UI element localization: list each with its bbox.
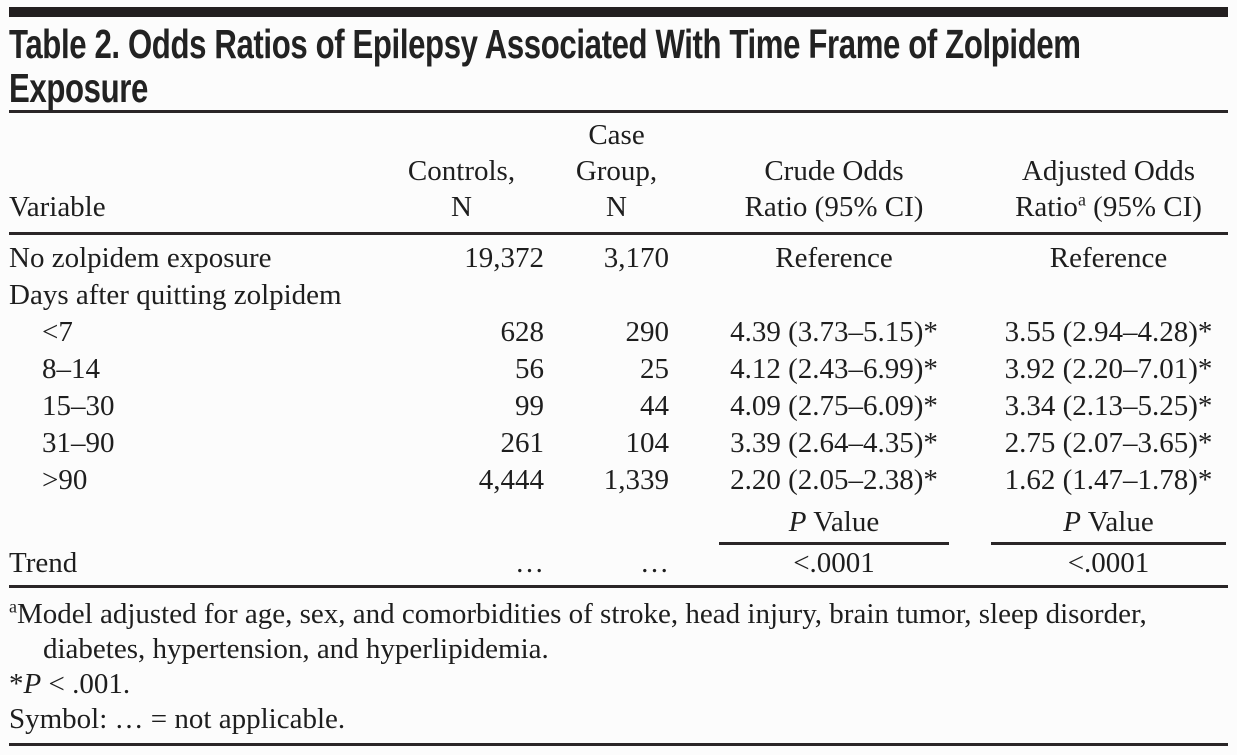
empty-cell xyxy=(369,499,554,545)
header-case-group-n: Case Group, N xyxy=(554,113,679,235)
title-divider-rule xyxy=(9,110,1228,113)
trend-crude-p: <.0001 xyxy=(679,545,989,588)
asterisk-symbol: * xyxy=(9,668,24,700)
header-adjusted-odds-ratio: Adjusted Odds Ratioa (95% CI) xyxy=(989,113,1228,235)
row-case-group-n: 1,339 xyxy=(603,464,669,496)
footnote-significance-text: < .001. xyxy=(41,668,131,700)
trend-label: Trend xyxy=(9,545,369,588)
row-crude-or: 4.39 (3.73–5.15)* xyxy=(730,316,938,348)
header-adjusted-ci: (95% CI) xyxy=(1085,191,1202,223)
table-title-line2: Exposure xyxy=(9,65,148,111)
row-variable: No zolpidem exposure xyxy=(9,242,272,274)
row-case-group-n: 44 xyxy=(640,390,669,422)
p-value-text: P Value xyxy=(989,504,1228,540)
row-crude-or: 4.12 (2.43–6.99)* xyxy=(730,353,938,385)
p-italic: P xyxy=(23,668,42,700)
table-row: No zolpidem exposure 19,372 3,170 Refere… xyxy=(9,234,1228,278)
empty-cell xyxy=(554,499,679,545)
bottom-rule xyxy=(9,743,1228,746)
table-row: 15–30 99 44 4.09 (2.75–6.09)* 3.34 (2.13… xyxy=(9,388,1228,425)
header-crude-odds-ratio: Crude Odds Ratio (95% CI) xyxy=(679,113,989,235)
row-controls-n: 99 xyxy=(515,390,544,422)
row-case-group-n: 25 xyxy=(640,353,669,385)
row-adjusted-or xyxy=(989,277,1228,314)
odds-ratio-table: Variable Controls, N Case Group, N Crude… xyxy=(9,113,1228,588)
footnote-symbol-note: Symbol: … = not applicable. xyxy=(9,703,346,735)
p-value-text: P Value xyxy=(679,504,989,540)
row-crude-or: 2.20 (2.05–2.38)* xyxy=(730,464,938,496)
table-row: Days after quitting zolpidem xyxy=(9,277,1228,314)
row-crude-or: 4.09 (2.75–6.09)* xyxy=(730,390,938,422)
row-adjusted-or: 3.92 (2.20–7.01)* xyxy=(1004,353,1213,385)
table-title-line1: Table 2. Odds Ratios of Epilepsy Associa… xyxy=(9,21,1081,67)
footnote-significance: *P < .001. xyxy=(9,667,1228,702)
p-italic: P xyxy=(788,506,807,538)
row-case-group-n: 3,170 xyxy=(603,242,669,274)
header-controls-n: Controls, N xyxy=(369,113,554,235)
top-accent-bar xyxy=(9,7,1228,17)
row-case-group-n: 290 xyxy=(625,316,670,348)
row-variable: 15–30 xyxy=(42,390,115,422)
table-row: >90 4,444 1,339 2.20 (2.05–2.38)* 1.62 (… xyxy=(9,462,1228,499)
row-controls-n: 261 xyxy=(500,427,545,459)
row-crude-or: Reference xyxy=(775,242,893,274)
row-adjusted-or: 3.34 (2.13–5.25)* xyxy=(1004,390,1213,422)
row-controls-n xyxy=(369,277,554,314)
value-word: Value xyxy=(806,506,880,538)
row-adjusted-or: 2.75 (2.07–3.65)* xyxy=(1004,427,1213,459)
footnote-model-adjustment: aModel adjusted for age, sex, and comorb… xyxy=(9,597,1228,667)
row-variable: Days after quitting zolpidem xyxy=(9,279,342,311)
row-variable: <7 xyxy=(42,316,73,348)
p-value-underline-adjusted xyxy=(991,542,1226,545)
row-adjusted-or: 3.55 (2.94–4.28)* xyxy=(1004,316,1213,348)
footnote-model-text: Model adjusted for age, sex, and comorbi… xyxy=(16,598,1147,665)
table-title: Table 2. Odds Ratios of Epilepsy Associa… xyxy=(9,22,1228,110)
row-adjusted-or: 1.62 (1.47–1.78)* xyxy=(1004,464,1213,496)
footnotes: aModel adjusted for age, sex, and comorb… xyxy=(9,597,1228,737)
p-italic: P xyxy=(1063,506,1081,538)
row-controls-n: 4,444 xyxy=(478,464,544,496)
trend-row: Trend … … <.0001 <.0001 xyxy=(9,545,1228,588)
row-variable: 31–90 xyxy=(42,427,115,459)
trend-adjusted-p: <.0001 xyxy=(989,545,1228,588)
footnote-marker-a: a xyxy=(9,596,17,617)
row-crude-or: 3.39 (2.64–4.35)* xyxy=(730,427,938,459)
p-value-label-adjusted: P Value xyxy=(989,499,1228,545)
table-row: 31–90 261 104 3.39 (2.64–4.35)* 2.75 (2.… xyxy=(9,425,1228,462)
table-row: <7 628 290 4.39 (3.73–5.15)* 3.55 (2.94–… xyxy=(9,314,1228,351)
p-value-header-row: P Value P Value xyxy=(9,499,1228,545)
empty-cell xyxy=(9,499,369,545)
table-header: Variable Controls, N Case Group, N Crude… xyxy=(9,113,1228,235)
header-adjusted-superscript: a xyxy=(1077,189,1086,210)
row-case-group-n xyxy=(554,277,679,314)
table-row: 8–14 56 25 4.12 (2.43–6.99)* 3.92 (2.20–… xyxy=(9,351,1228,388)
row-case-group-n: 104 xyxy=(625,427,670,459)
value-word: Value xyxy=(1080,506,1154,538)
row-variable: >90 xyxy=(42,464,88,496)
header-adjusted-line1: Adjusted Odds xyxy=(1021,155,1196,187)
row-adjusted-or: Reference xyxy=(1049,242,1168,274)
header-adjusted-ratio-word: Ratio xyxy=(1015,191,1078,223)
header-variable: Variable xyxy=(9,113,369,235)
row-variable: 8–14 xyxy=(42,353,100,385)
p-value-label-crude: P Value xyxy=(679,499,989,545)
row-controls-n: 56 xyxy=(515,353,544,385)
row-controls-n: 19,372 xyxy=(464,242,544,274)
trend-case-group: … xyxy=(554,545,679,588)
p-value-underline-crude xyxy=(719,542,949,545)
trend-controls: … xyxy=(369,545,554,588)
row-controls-n: 628 xyxy=(500,316,545,348)
row-crude-or xyxy=(679,277,989,314)
